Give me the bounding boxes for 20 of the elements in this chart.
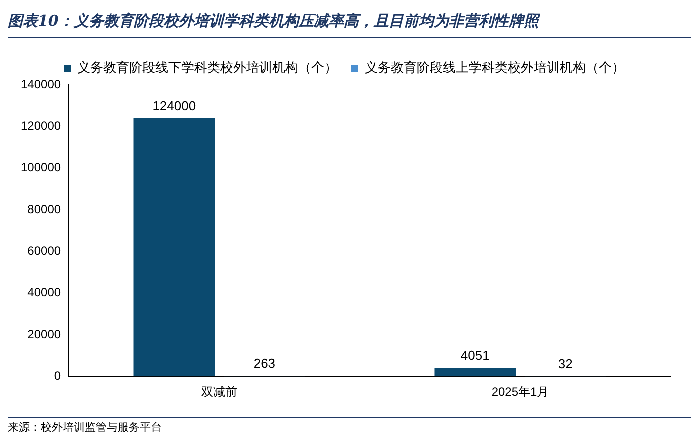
x-tick-label: 2025年1月	[492, 385, 550, 400]
legend-label: 义务教育阶段线上学科类校外培训机构（个）	[365, 60, 625, 76]
bar	[434, 368, 516, 377]
y-tick-label: 100000	[20, 160, 62, 175]
legend-label: 义务教育阶段线下学科类校外培训机构（个）	[78, 60, 338, 76]
data-label: 4051	[460, 348, 490, 364]
y-tick-label: 60000	[28, 244, 62, 258]
y-tick-label: 140000	[20, 77, 62, 92]
source-note: 来源：校外培训监管与服务平台	[8, 420, 691, 435]
bar	[134, 118, 216, 377]
y-tick-label: 120000	[20, 118, 62, 133]
x-tick-label: 双减前	[202, 385, 238, 400]
y-tick-label: 20000	[28, 327, 62, 342]
y-tick-label: 0	[54, 368, 62, 383]
data-label: 263	[254, 356, 276, 372]
data-label: 32	[558, 356, 573, 372]
y-tick-label: 40000	[28, 286, 62, 300]
chart-title: 图表10：义务教育阶段校外培训学科类机构压减率高，且目前均为非营利性牌照	[8, 8, 691, 38]
data-label: 124000	[152, 98, 196, 114]
y-tick-label: 80000	[28, 202, 62, 216]
